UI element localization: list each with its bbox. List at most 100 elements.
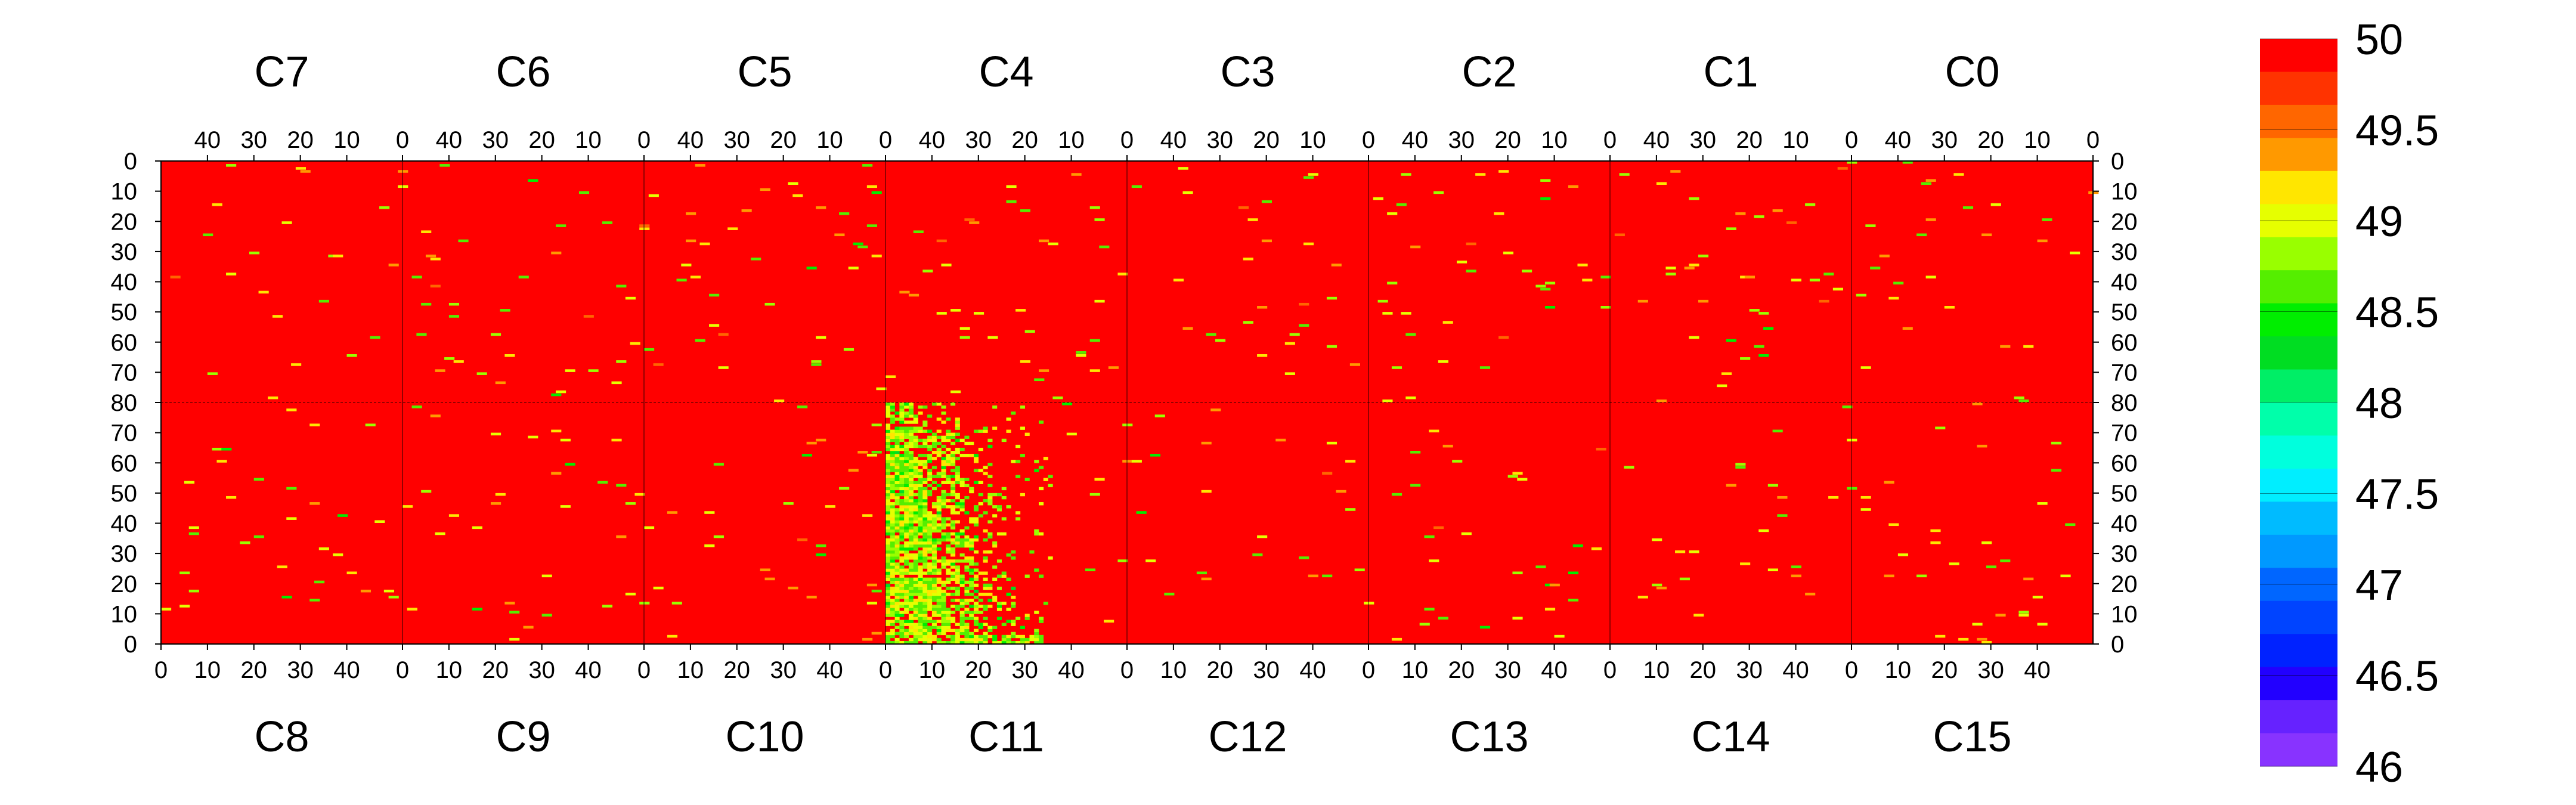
heatmap-cell xyxy=(170,275,181,278)
heatmap-cell xyxy=(936,526,942,530)
x-tick-label-bottom: 10 xyxy=(436,657,463,683)
heatmap-cell xyxy=(931,565,937,569)
heatmap-cell xyxy=(894,469,900,472)
heatmap-cell xyxy=(941,640,946,645)
heatmap-cell xyxy=(955,592,960,596)
heatmap-cell xyxy=(918,574,923,578)
heatmap-cell xyxy=(913,435,918,439)
heatmap-cell xyxy=(950,523,956,527)
heatmap-cell xyxy=(908,547,914,551)
heatmap-cell xyxy=(969,556,974,560)
heatmap-cell xyxy=(927,435,933,439)
heatmap-cell xyxy=(992,577,998,581)
heatmap-cell xyxy=(959,599,965,602)
heatmap-cell xyxy=(1494,212,1504,215)
heatmap-cell xyxy=(950,547,956,551)
heatmap-cell xyxy=(908,553,914,557)
heatmap-cell xyxy=(931,505,937,509)
heatmap-cell xyxy=(955,502,960,506)
heatmap-cell xyxy=(857,451,868,454)
heatmap-cell xyxy=(973,454,979,457)
heatmap-cell xyxy=(1257,306,1268,309)
heatmap-cell xyxy=(1893,281,1904,285)
heatmap-cell xyxy=(918,538,923,542)
heatmap-cell xyxy=(1758,312,1769,315)
heatmap-cell xyxy=(876,387,887,391)
x-tick-label-bottom: 30 xyxy=(1494,657,1521,683)
heatmap-cell xyxy=(969,571,974,575)
heatmap-cell xyxy=(551,393,562,397)
heatmap-cell xyxy=(913,640,918,645)
heatmap-cell xyxy=(941,556,946,560)
heatmap-cell xyxy=(1847,487,1857,490)
x-tick-label-top: 0 xyxy=(879,127,892,153)
y-tick-label-left: 40 xyxy=(111,270,138,296)
heatmap-cell xyxy=(913,628,918,633)
heatmap-cell xyxy=(541,574,552,578)
heatmap-cell xyxy=(212,447,222,451)
heatmap-cell xyxy=(918,514,923,518)
heatmap-cell xyxy=(908,496,914,500)
y-tick-label-right: 0 xyxy=(2111,148,2124,175)
heatmap-cell xyxy=(560,505,571,508)
heatmap-cell xyxy=(936,499,942,503)
heatmap-cell xyxy=(987,605,993,608)
heatmap-cell xyxy=(927,556,933,560)
heatmap-cell xyxy=(908,626,914,629)
heatmap-cell xyxy=(959,544,965,548)
x-tick-label-top: 20 xyxy=(770,127,797,153)
heatmap-cell xyxy=(1326,441,1337,445)
heatmap-cell xyxy=(1006,577,1011,581)
heatmap-cell xyxy=(625,592,636,596)
heatmap-cell xyxy=(936,502,942,506)
heatmap-cell xyxy=(1243,258,1253,261)
heatmap-cell xyxy=(904,441,909,445)
heatmap-cell xyxy=(337,514,348,517)
heatmap-cell xyxy=(936,239,947,243)
heatmap-cell xyxy=(931,481,937,484)
heatmap-cell xyxy=(504,354,515,357)
heatmap-cell xyxy=(941,451,946,454)
heatmap-cell xyxy=(894,529,900,532)
heatmap-cell xyxy=(964,608,970,611)
heatmap-cell xyxy=(927,583,933,587)
heatmap-cell xyxy=(894,457,900,460)
heatmap-cell xyxy=(918,508,923,512)
heatmap-cell xyxy=(913,438,918,442)
heatmap-cell xyxy=(1837,167,1848,170)
heatmap-cell xyxy=(1373,197,1383,200)
heatmap-cell xyxy=(1517,478,1528,481)
heatmap-cell xyxy=(886,589,891,593)
heatmap-cell xyxy=(936,514,942,518)
heatmap-cell xyxy=(918,631,923,636)
heatmap-cell xyxy=(936,417,942,421)
heatmap-cell xyxy=(899,611,905,614)
heatmap-cell xyxy=(904,414,909,418)
heatmap-cell xyxy=(904,532,909,536)
heatmap-cell xyxy=(931,571,937,575)
heatmap-cell xyxy=(1735,212,1746,215)
heatmap-cell xyxy=(996,532,1002,536)
heatmap-cell xyxy=(788,182,798,185)
heatmap-cell xyxy=(1870,267,1881,270)
heatmap-cell xyxy=(950,490,956,494)
heatmap-cell xyxy=(908,460,914,463)
heatmap-cell xyxy=(918,532,923,536)
heatmap-cell xyxy=(941,264,952,267)
heatmap-cell xyxy=(987,532,993,536)
heatmap-cell xyxy=(913,577,918,581)
heatmap-cell xyxy=(1535,284,1546,288)
heatmap-cell xyxy=(1020,626,1025,629)
heatmap-cell xyxy=(913,469,918,472)
heatmap-cell xyxy=(1015,444,1021,448)
heatmap-cell xyxy=(964,484,970,488)
heatmap-cell xyxy=(987,628,993,633)
heatmap-cell xyxy=(904,520,909,524)
heatmap-cell xyxy=(936,602,942,605)
heatmap-cell xyxy=(894,523,900,527)
heatmap-cell xyxy=(1479,366,1491,369)
heatmap-cell xyxy=(946,478,951,481)
heatmap-cell xyxy=(913,532,918,536)
heatmap-cell xyxy=(918,556,923,560)
heatmap-cell xyxy=(1949,562,1959,565)
